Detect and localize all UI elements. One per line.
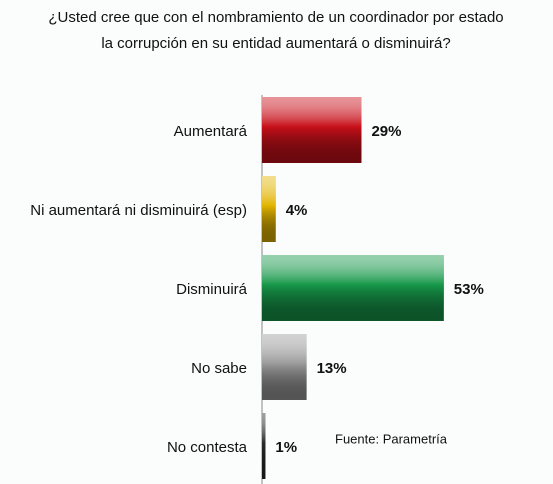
bar-shade — [262, 255, 444, 321]
data-label: 1% — [275, 439, 297, 456]
chart-title: ¿Usted cree que con el nombramiento de u… — [48, 9, 503, 26]
category-label: No contesta — [167, 439, 248, 456]
category-label: Disminuirá — [176, 281, 248, 298]
data-label: 4% — [286, 202, 308, 219]
category-label: Ni aumentará ni disminuirá (esp) — [30, 202, 247, 219]
data-label: 29% — [371, 123, 401, 140]
bar-shade — [262, 413, 266, 479]
category-label: No sabe — [191, 360, 247, 377]
bar-shade — [262, 176, 276, 242]
data-label: 13% — [317, 360, 347, 377]
source: Fuente: Parametría — [335, 431, 448, 446]
data-label: 53% — [454, 281, 484, 298]
chart-title: la corrupción en su entidad aumentará o … — [101, 35, 450, 52]
category-label: Aumentará — [174, 123, 248, 140]
bar-shade — [262, 97, 362, 163]
bar-shade — [262, 334, 307, 400]
